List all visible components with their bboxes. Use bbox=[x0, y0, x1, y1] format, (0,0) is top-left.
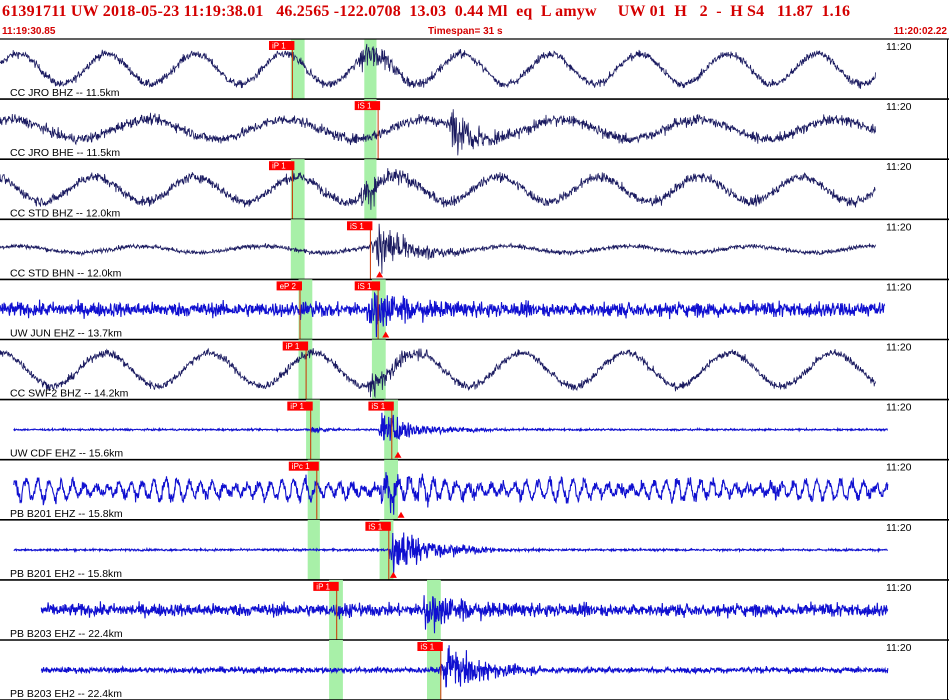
timespan-label: Timespan= 31 s bbox=[428, 26, 503, 37]
trace-channel-label: CC SWF2 BHZ -- 14.2km bbox=[10, 388, 129, 400]
amplitude-marker bbox=[389, 571, 397, 578]
trace-3[interactable]: iP 1 11:20 CC STD BHZ -- 12.0km bbox=[0, 159, 949, 221]
pick-flag[interactable] bbox=[269, 41, 295, 50]
trace-time-label: 11:20 bbox=[886, 342, 912, 354]
pick-window bbox=[364, 159, 377, 220]
pick-label: iS 1 bbox=[368, 522, 382, 531]
pick-flag[interactable] bbox=[354, 281, 381, 291]
pick-flag[interactable] bbox=[288, 461, 319, 471]
trace-7[interactable]: iP 1 iS 1 11:20 UW CDF EHZ -- 15.6km bbox=[0, 399, 949, 461]
seismic-trace-line bbox=[40, 645, 889, 688]
pick-label: iS 1 bbox=[420, 643, 434, 652]
pick-label: iP 1 bbox=[272, 42, 286, 51]
trace-channel-label: CC JRO BHE -- 11.5km bbox=[10, 147, 120, 159]
trace-channel-label: PB B201 EHZ -- 15.8km bbox=[10, 508, 123, 520]
trace-time-label: 11:20 bbox=[886, 161, 912, 173]
trace-channel-label: PB B203 EHZ -- 22.4km bbox=[10, 628, 123, 640]
trace-channel-label: UW CDF EHZ -- 15.6km bbox=[10, 448, 123, 460]
trace-channel-label: PB B201 EH2 -- 15.8km bbox=[10, 568, 122, 580]
pick-label: iP 1 bbox=[316, 582, 330, 591]
event-header: 61391711 UW 2018-05-23 11:19:38.01 46.25… bbox=[0, 0, 949, 37]
start-time-label: 11:19:30.85 bbox=[2, 26, 56, 37]
event-title: 61391711 UW 2018-05-23 11:19:38.01 46.25… bbox=[2, 3, 851, 20]
amplitude-marker bbox=[376, 271, 384, 278]
pick-label: iPc 1 bbox=[292, 462, 310, 471]
trace-time-label: 11:20 bbox=[886, 221, 912, 233]
seismic-trace-line bbox=[40, 595, 889, 634]
trace-time-label: 11:20 bbox=[886, 41, 912, 53]
trace-2[interactable]: iS 1 11:20 CC JRO BHE -- 11.5km bbox=[0, 99, 949, 160]
seismic-trace-line bbox=[0, 223, 876, 274]
seismic-trace-line bbox=[0, 168, 876, 210]
trace-channel-label: PB B203 EH2 -- 22.4km bbox=[10, 688, 122, 700]
trace-11[interactable]: iS 1 11:20 PB B203 EH2 -- 22.4km bbox=[0, 640, 949, 700]
pick-flag[interactable] bbox=[417, 642, 443, 651]
trace-time-label: 11:20 bbox=[886, 101, 912, 113]
seismic-trace-line bbox=[0, 43, 876, 89]
pick-window bbox=[290, 39, 305, 100]
end-time-label: 11:20:02.22 bbox=[893, 26, 947, 37]
trace-time-label: 11:20 bbox=[886, 642, 912, 654]
pick-flag[interactable] bbox=[313, 581, 339, 591]
pick-flag[interactable] bbox=[368, 401, 394, 411]
pick-label: iP 1 bbox=[272, 162, 286, 171]
pick-window bbox=[364, 99, 377, 160]
amplitude-marker bbox=[382, 331, 390, 338]
trace-time-label: 11:20 bbox=[886, 462, 912, 474]
trace-1[interactable]: iP 1 11:20 CC JRO BHZ -- 11.5km bbox=[0, 39, 949, 100]
pick-flag[interactable] bbox=[354, 101, 381, 111]
pick-flag[interactable] bbox=[365, 521, 391, 531]
pick-flag[interactable] bbox=[276, 281, 302, 291]
trace-channel-label: UW JUN EHZ -- 13.7km bbox=[10, 328, 122, 340]
seismic-trace-line bbox=[0, 291, 886, 338]
trace-10[interactable]: iP 1 11:20 PB B203 EHZ -- 22.4km bbox=[0, 579, 949, 641]
trace-time-label: 11:20 bbox=[886, 281, 912, 293]
pick-label: iS 1 bbox=[371, 402, 385, 411]
trace-time-label: 11:20 bbox=[886, 582, 912, 594]
amplitude-marker bbox=[397, 511, 405, 518]
seismic-trace-line bbox=[0, 347, 876, 399]
pick-flag[interactable] bbox=[282, 341, 309, 351]
pick-flag[interactable] bbox=[287, 401, 313, 411]
trace-6[interactable]: iP 1 11:20 CC SWF2 BHZ -- 14.2km bbox=[0, 339, 949, 401]
pick-label: iS 1 bbox=[358, 102, 372, 111]
trace-channel-label: CC STD BHZ -- 12.0km bbox=[10, 207, 121, 219]
trace-9[interactable]: iS 1 11:20 PB B201 EH2 -- 15.8km bbox=[0, 519, 949, 581]
trace-5[interactable]: eP 2 iS 1 11:20 UW JUN EHZ -- 13.7km bbox=[0, 279, 949, 341]
seismic-trace-line bbox=[13, 472, 889, 515]
trace-channel-label: CC JRO BHZ -- 11.5km bbox=[10, 87, 120, 99]
pick-label: iS 1 bbox=[358, 282, 372, 291]
seismic-trace-line bbox=[0, 109, 876, 156]
seismic-trace-line bbox=[13, 412, 888, 441]
amplitude-marker bbox=[394, 451, 402, 458]
pick-window bbox=[371, 339, 386, 400]
trace-time-label: 11:20 bbox=[886, 402, 912, 414]
trace-channel-label: CC STD BHN -- 12.0km bbox=[10, 267, 122, 279]
trace-8[interactable]: iPc 1 11:20 PB B201 EHZ -- 15.8km bbox=[0, 459, 949, 521]
pick-window bbox=[384, 459, 398, 520]
pick-flag[interactable] bbox=[269, 161, 295, 171]
trace-4[interactable]: iS 1 11:20 CC STD BHN -- 12.0km bbox=[0, 219, 949, 281]
pick-label: iP 1 bbox=[290, 402, 304, 411]
seismic-trace-line bbox=[13, 532, 888, 573]
pick-label: eP 2 bbox=[280, 282, 297, 291]
trace-time-label: 11:20 bbox=[886, 522, 912, 534]
pick-label: iP 1 bbox=[286, 342, 300, 351]
pick-flag[interactable] bbox=[347, 221, 373, 231]
pick-label: iS 1 bbox=[350, 222, 364, 231]
